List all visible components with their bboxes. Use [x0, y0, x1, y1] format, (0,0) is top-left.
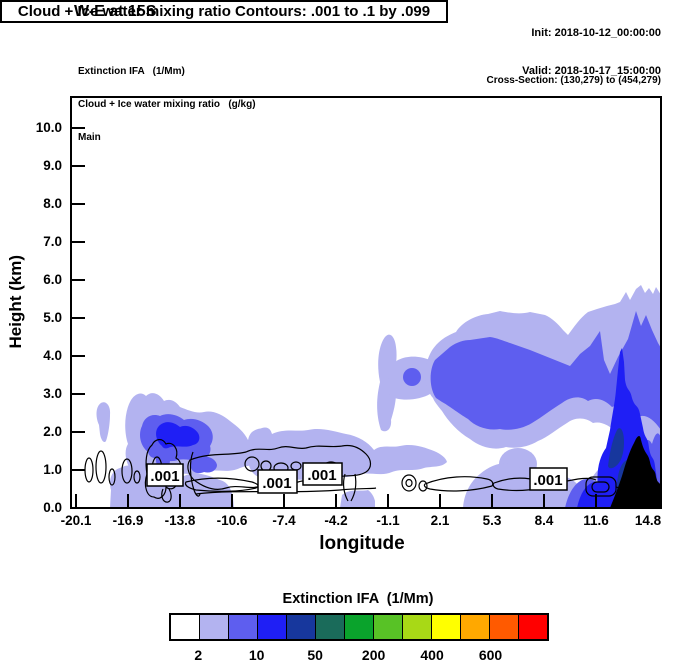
- contour-label-text: .001: [307, 467, 336, 484]
- colorbar-swatch: [402, 615, 431, 639]
- y-tick-mark: [72, 165, 85, 167]
- contour-label-text: .001: [262, 475, 291, 492]
- colorbar-swatch: [257, 615, 286, 639]
- x-tick-label: -10.6: [216, 513, 248, 528]
- x-tick-label: 5.3: [482, 513, 502, 528]
- extinction-clear-hole: [542, 431, 608, 465]
- colorbar-swatch: [286, 615, 315, 639]
- x-tick-mark: [647, 494, 649, 507]
- y-tick-mark: [72, 393, 85, 395]
- contour-label-box: .001: [146, 463, 184, 487]
- y-tick-mark: [72, 279, 85, 281]
- field-line-domain: Main: [78, 132, 101, 143]
- x-tick-label: -4.2: [324, 513, 348, 528]
- x-tick-label: -16.9: [112, 513, 144, 528]
- x-tick-label: -20.1: [60, 513, 92, 528]
- x-tick-mark: [75, 494, 77, 507]
- x-tick-mark: [595, 494, 597, 507]
- colorbar-tick-label: 200: [361, 647, 386, 663]
- colorbar-tick-label: 2: [194, 647, 203, 663]
- field-line-cloud: Cloud + Ice water mixing ratio (g/kg): [78, 99, 256, 110]
- y-tick-label: 1.0: [43, 462, 62, 477]
- x-tick-mark: [335, 494, 337, 507]
- x-tick-mark: [491, 494, 493, 507]
- plot-border: [70, 96, 662, 509]
- y-tick-label: 6.0: [43, 272, 62, 287]
- init-time: Init: 2018-10-12_00:00:00: [531, 27, 661, 40]
- y-tick-label: 4.0: [43, 348, 62, 363]
- colorbar-title: Extinction IFA (1/Mm): [282, 591, 434, 607]
- x-tick-mark: [439, 494, 441, 507]
- field-legend: Extinction IFA (1/Mm) Cloud + Ice water …: [78, 44, 256, 165]
- x-tick-mark: [127, 494, 129, 507]
- y-tick-mark: [72, 431, 85, 433]
- colorbar-swatch: [344, 615, 373, 639]
- contour-label-boxes: .001 .001 .001 .001: [146, 462, 568, 494]
- x-axis-title: longitude: [319, 533, 405, 554]
- colorbar-swatch: [199, 615, 228, 639]
- colorbar-swatch: [518, 615, 547, 639]
- x-tick-label: 8.4: [534, 513, 554, 528]
- colorbar-tick-label: 10: [248, 647, 265, 663]
- colorbar-swatch: [373, 615, 402, 639]
- x-tick-label: 2.1: [430, 513, 450, 528]
- y-tick-label: 9.0: [43, 158, 62, 173]
- cross-section-coords: Cross-Section: (130,279) to (454,279): [486, 75, 661, 86]
- x-tick-mark: [283, 494, 285, 507]
- x-tick-label: -7.4: [272, 513, 296, 528]
- field-line-extinction: Extinction IFA (1/Mm): [78, 66, 185, 77]
- x-tick-mark: [387, 494, 389, 507]
- x-tick-mark: [179, 494, 181, 507]
- y-tick-mark: [72, 355, 85, 357]
- contour-info-box: Cloud + Ice water mixing ratio Contours:…: [0, 0, 448, 23]
- y-tick-mark: [72, 241, 85, 243]
- colorbar-swatch: [228, 615, 257, 639]
- y-tick-label: 7.0: [43, 234, 62, 249]
- colorbar-swatch: [315, 615, 344, 639]
- y-tick-label: 2.0: [43, 424, 62, 439]
- y-tick-label: 10.0: [35, 120, 62, 135]
- colorbar: [169, 613, 549, 641]
- colorbar-swatch: [431, 615, 460, 639]
- colorbar-swatch: [171, 615, 199, 639]
- y-tick-mark: [72, 507, 85, 509]
- y-tick-label: 0.0: [43, 500, 62, 515]
- contour-label-text: .001: [150, 468, 179, 485]
- x-tick-label: -13.8: [164, 513, 196, 528]
- y-tick-mark: [72, 127, 85, 129]
- y-tick-label: 3.0: [43, 386, 62, 401]
- x-tick-label: -1.1: [376, 513, 400, 528]
- contour-label-text: .001: [533, 472, 562, 489]
- run-times: Init: 2018-10-12_00:00:00 Valid: 2018-10…: [522, 2, 661, 103]
- y-tick-mark: [72, 203, 85, 205]
- contour-label-box: .001: [529, 467, 568, 491]
- colorbar-swatch: [489, 615, 518, 639]
- page-title: W-E at 15S: [74, 3, 157, 20]
- colorbar-tick-label: 400: [420, 647, 444, 663]
- x-tick-label: 11.6: [583, 513, 609, 528]
- x-tick-mark: [543, 494, 545, 507]
- x-tick-label: 14.8: [634, 513, 662, 528]
- colorbar-swatch: [460, 615, 489, 639]
- y-tick-label: 8.0: [43, 196, 62, 211]
- contour-label-box: .001: [302, 462, 343, 486]
- colorbar-tick-label: 50: [307, 647, 323, 663]
- extinction-shading: [96, 285, 660, 507]
- contour-label-box: .001: [257, 469, 298, 494]
- valid-time: Valid: 2018-10-17_15:00:00: [522, 65, 661, 78]
- x-tick-mark: [231, 494, 233, 507]
- colorbar-tick-label: 600: [478, 647, 503, 663]
- y-tick-mark: [72, 317, 85, 319]
- y-tick-mark: [72, 469, 85, 471]
- y-tick-label: 5.0: [43, 310, 62, 325]
